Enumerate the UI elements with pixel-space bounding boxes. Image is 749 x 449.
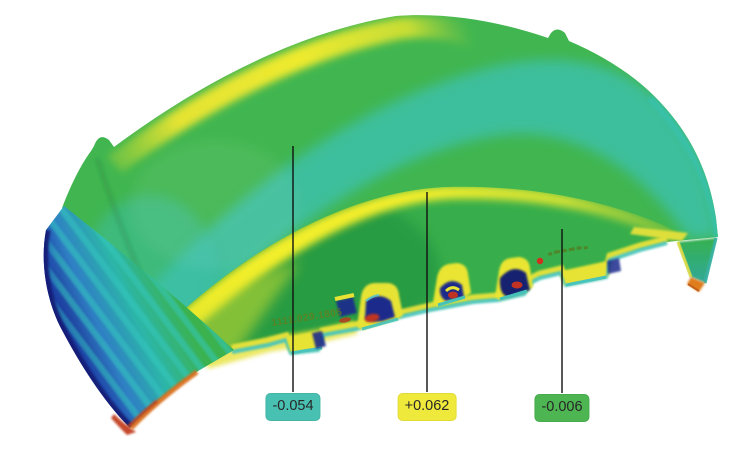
bottom-tab-navy-patch (312, 331, 326, 349)
clip2-navy-ring (439, 281, 464, 301)
dome-specular-sheen (130, 140, 300, 270)
clip1-left-red-dash (339, 317, 351, 323)
clip1-teal-edge (361, 317, 399, 331)
red-deviation-dot (536, 257, 544, 265)
deviation-label-3[interactable]: -0.006 (534, 394, 590, 422)
bottom-tab-teal-edge (290, 346, 323, 355)
clip2-red-center (448, 291, 458, 299)
leg-orange-tip (687, 277, 705, 292)
step-tab-teal-edge (565, 275, 607, 287)
clip3-teal-edge (499, 289, 528, 301)
clip3-red-spot (511, 281, 523, 289)
step-tab-navy-shadow (607, 258, 621, 274)
right-under-dome-yellow-strip (630, 227, 688, 241)
clip1-left-navy-piece (336, 297, 357, 317)
dome-right-edge-teal (647, 95, 718, 239)
lip-inner-red-edge (126, 399, 158, 429)
right-leg (630, 227, 718, 292)
leg-inner-yellow-edge (676, 241, 693, 278)
mounting-clips (286, 257, 621, 355)
leg-deep-orange-line (687, 283, 700, 292)
lip-red-tip (111, 414, 136, 435)
annotation-leader-lines (292, 146, 563, 393)
dome-teal-deviation-zone (130, 59, 716, 326)
lip-navy-rim (43, 229, 134, 428)
yellow-arc-deviation-band (146, 186, 678, 358)
dome-top-yellow-band (108, 16, 478, 173)
clip1-left-yellow-top (334, 293, 355, 301)
deviation-label-2[interactable]: +0.062 (397, 393, 457, 421)
embossed-material-marking (547, 245, 588, 256)
leg-right-teal-edge (703, 237, 718, 284)
clip1-cyan-arc (365, 294, 380, 302)
clip1-red-spot (364, 313, 380, 323)
clip2-teal-edge (437, 295, 466, 307)
deviation-label-1[interactable]: -0.054 (265, 393, 321, 421)
clip2-yellow-arc (444, 286, 460, 293)
lip-inner-orange-edge (129, 369, 199, 430)
